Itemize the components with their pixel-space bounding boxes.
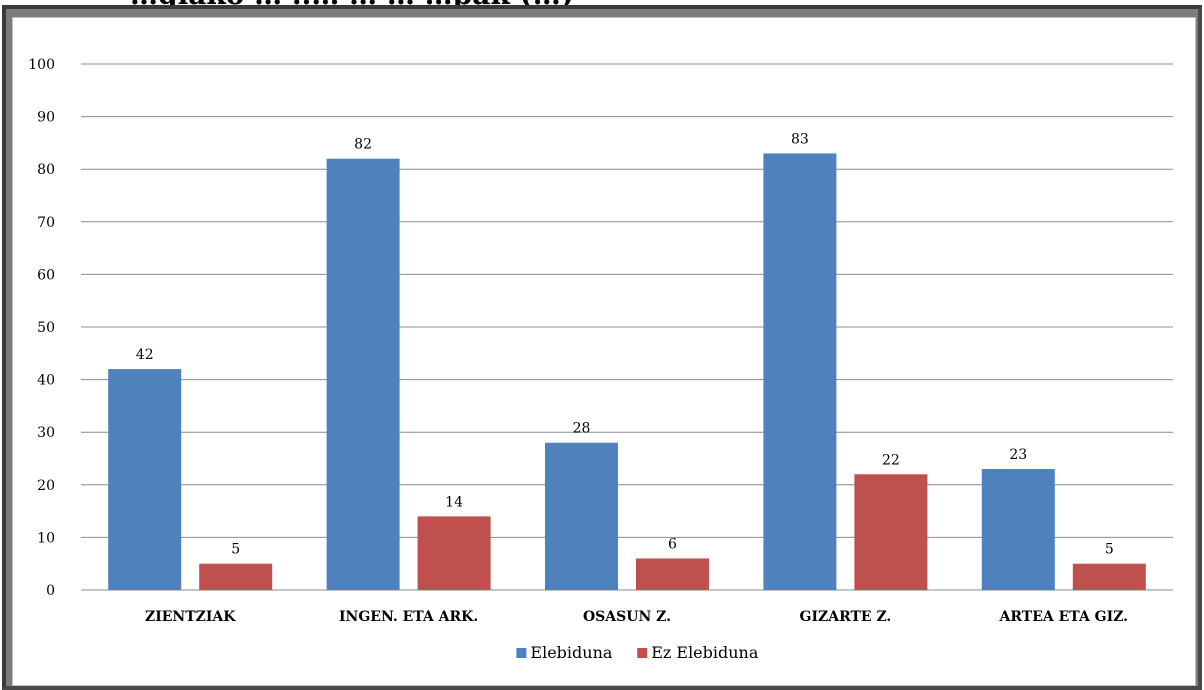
y-tick-label: 0 bbox=[46, 583, 55, 599]
data-label: 83 bbox=[791, 131, 809, 147]
bar bbox=[326, 158, 400, 590]
bar-chart: 0 10 20 30 40 50 60 70 80 90 100 42 5 82 14 28 6 83 22 23 5… bbox=[28, 57, 1173, 662]
y-tick-label: 30 bbox=[37, 425, 55, 441]
bar bbox=[763, 153, 837, 591]
chart-area: 0 10 20 30 40 50 60 70 80 90 100 42 5 82 14 28 6 83 22 23 5… bbox=[12, 17, 1196, 686]
data-label: 28 bbox=[573, 421, 591, 437]
data-label: 23 bbox=[1009, 447, 1027, 463]
data-label: 42 bbox=[136, 347, 154, 363]
x-tick-label: INGEN. ETA ARK. bbox=[339, 609, 478, 625]
bars bbox=[108, 153, 1146, 591]
chart-title-strip: …giako … ..… … … …pak (…) bbox=[0, 0, 1204, 8]
y-tick-label: 40 bbox=[37, 373, 55, 389]
y-tick-label: 100 bbox=[28, 57, 55, 73]
data-label: 14 bbox=[445, 494, 463, 510]
data-label: 82 bbox=[354, 137, 372, 153]
legend-label: Ez Elebiduna bbox=[651, 643, 759, 662]
bar bbox=[199, 563, 273, 590]
data-label: 5 bbox=[1105, 542, 1114, 558]
bar bbox=[545, 442, 618, 590]
y-tick-label: 10 bbox=[37, 530, 55, 546]
bar bbox=[417, 516, 491, 590]
y-tick-label: 90 bbox=[37, 110, 55, 126]
y-tick-label: 80 bbox=[37, 162, 55, 178]
x-tick-label: GIZARTE Z. bbox=[800, 609, 892, 625]
y-tick-label: 70 bbox=[37, 215, 55, 231]
legend-swatch bbox=[516, 648, 527, 658]
bar bbox=[1072, 563, 1146, 590]
y-tick-label: 50 bbox=[37, 320, 55, 336]
legend: Elebiduna Ez Elebiduna bbox=[516, 643, 759, 662]
legend-label: Elebiduna bbox=[530, 643, 612, 662]
data-label: 22 bbox=[882, 452, 900, 468]
x-tick-label: ZIENTZIAK bbox=[145, 609, 236, 625]
x-tick-label: OSASUN Z. bbox=[583, 609, 671, 625]
data-label: 5 bbox=[231, 542, 240, 558]
legend-swatch bbox=[637, 648, 648, 658]
y-axis-ticks: 0 10 20 30 40 50 60 70 80 90 100 bbox=[28, 57, 55, 599]
y-tick-label: 20 bbox=[37, 478, 55, 494]
data-label: 6 bbox=[668, 536, 677, 552]
y-tick-label: 60 bbox=[37, 267, 55, 283]
chart-frame: 0 10 20 30 40 50 60 70 80 90 100 42 5 82 14 28 6 83 22 23 5… bbox=[2, 5, 1202, 690]
chart-title-cut: …giako … ..… … … …pak (…) bbox=[130, 0, 574, 8]
x-tick-label: ARTEA ETA GIZ. bbox=[999, 609, 1129, 625]
x-axis-ticks: ZIENTZIAK INGEN. ETA ARK. OSASUN Z. GIZARTE… bbox=[145, 609, 1128, 625]
bar bbox=[854, 474, 928, 590]
bar bbox=[636, 558, 709, 590]
bar bbox=[981, 469, 1055, 590]
data-labels: 42 5 82 14 28 6 83 22 23 5 bbox=[136, 131, 1114, 557]
bar bbox=[108, 369, 182, 590]
